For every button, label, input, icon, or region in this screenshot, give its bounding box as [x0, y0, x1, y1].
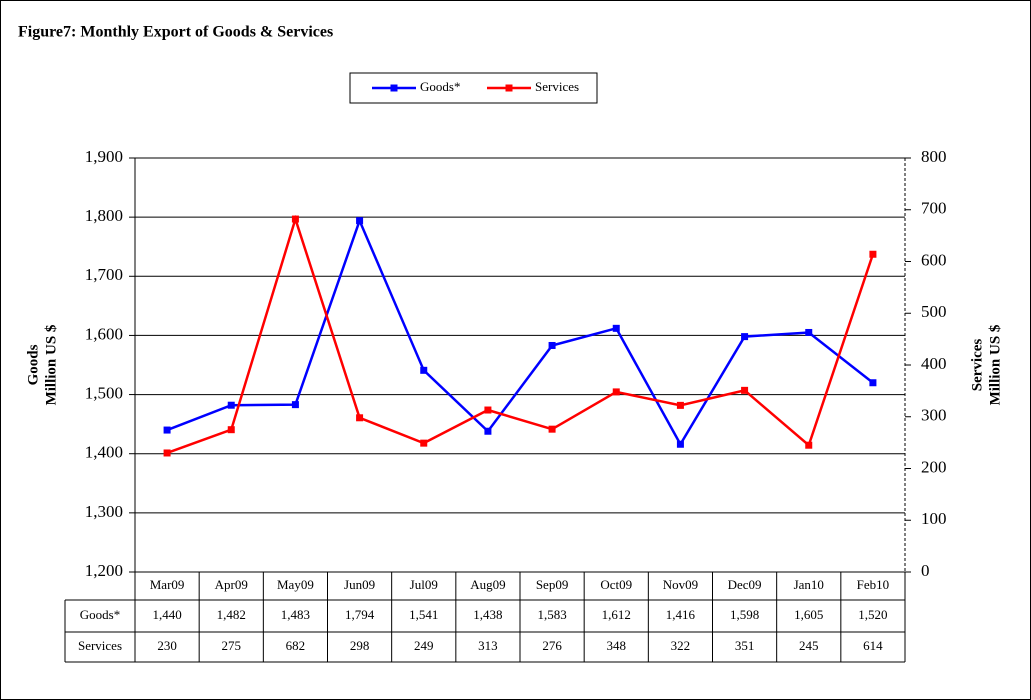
x-tick-label: Apr09 [215, 577, 248, 592]
y2-axis-label: Services [969, 339, 985, 392]
point [741, 333, 749, 341]
table-value: 1,605 [794, 607, 823, 622]
point [676, 401, 684, 409]
legend-label: Services [535, 79, 579, 94]
table-value: 1,583 [537, 607, 566, 622]
point [227, 426, 235, 434]
point [227, 401, 235, 409]
x-tick-label: Nov09 [663, 577, 698, 592]
x-tick-label: Oct09 [600, 577, 632, 592]
y-tick-label: 1,600 [85, 324, 123, 343]
point [291, 215, 299, 223]
point [548, 341, 556, 349]
table-value: 351 [735, 638, 755, 653]
y-tick-label: 1,300 [85, 502, 123, 521]
table-value: 230 [157, 638, 177, 653]
x-tick-label: Jan10 [794, 577, 824, 592]
table-value: 1,612 [602, 607, 631, 622]
x-tick-label: May09 [277, 577, 314, 592]
table-value: 682 [286, 638, 306, 653]
y2-tick-label: 600 [921, 250, 947, 269]
point [356, 217, 364, 225]
x-tick-label: Jul09 [410, 577, 438, 592]
y-tick-label: 1,400 [85, 443, 123, 462]
x-tick-label: Jun09 [344, 577, 375, 592]
legend-marker [390, 84, 398, 92]
point [676, 440, 684, 448]
table-value: 1,483 [281, 607, 310, 622]
x-tick-label: Dec09 [728, 577, 762, 592]
y-tick-label: 1,500 [85, 383, 123, 402]
table-value: 322 [671, 638, 691, 653]
y2-tick-label: 800 [921, 147, 947, 166]
point [420, 366, 428, 374]
y2-tick-label: 0 [921, 561, 930, 580]
y-tick-label: 1,800 [85, 206, 123, 225]
y-tick-label: 1,900 [85, 147, 123, 166]
point [741, 386, 749, 394]
y2-tick-label: 200 [921, 457, 947, 476]
x-tick-label: Sep09 [536, 577, 569, 592]
legend-label: Goods* [420, 79, 460, 94]
point [869, 379, 877, 387]
table-value: 276 [542, 638, 562, 653]
table-value: 1,520 [858, 607, 887, 622]
y-axis-label: Million US $ [43, 324, 59, 405]
point [484, 406, 492, 414]
point [612, 324, 620, 332]
y2-axis-label: Million US $ [987, 324, 1003, 405]
chart-title: Figure7: Monthly Export of Goods & Servi… [18, 24, 333, 41]
y2-tick-label: 500 [921, 302, 947, 321]
table-value: 1,598 [730, 607, 759, 622]
table-value: 249 [414, 638, 434, 653]
x-tick-label: Aug09 [470, 577, 505, 592]
series-line [166, 214, 875, 455]
point [420, 439, 428, 447]
y2-tick-label: 300 [921, 406, 947, 425]
point [291, 401, 299, 409]
table-value: 348 [607, 638, 627, 653]
series-line [166, 217, 874, 447]
point [356, 414, 364, 422]
y2-tick-label: 100 [921, 509, 947, 528]
y2-tick-label: 400 [921, 354, 947, 373]
point [805, 441, 813, 449]
x-tick-label: Mar09 [150, 577, 185, 592]
point [163, 426, 171, 434]
table-value: 1,541 [409, 607, 438, 622]
table-value: 313 [478, 638, 498, 653]
point [163, 449, 171, 457]
table-row-header: Services [78, 638, 122, 653]
table-row-header: Goods* [80, 607, 120, 622]
table-value: 1,438 [473, 607, 502, 622]
table-value: 298 [350, 638, 370, 653]
table-value: 275 [222, 638, 242, 653]
y-axis-label: Goods [25, 344, 41, 385]
point [548, 425, 556, 433]
point [612, 388, 620, 396]
point [869, 250, 877, 258]
x-tick-label: Feb10 [857, 577, 890, 592]
table-value: 1,416 [666, 607, 696, 622]
y-tick-label: 1,200 [85, 561, 123, 580]
table-value: 1,794 [345, 607, 375, 622]
table-value: 1,482 [217, 607, 246, 622]
table-value: 614 [863, 638, 883, 653]
point [484, 427, 492, 435]
y2-tick-label: 700 [921, 199, 947, 218]
point [805, 328, 813, 336]
y-tick-label: 1,700 [85, 265, 123, 284]
table-value: 245 [799, 638, 819, 653]
legend-marker [505, 84, 513, 92]
table-value: 1,440 [152, 607, 181, 622]
